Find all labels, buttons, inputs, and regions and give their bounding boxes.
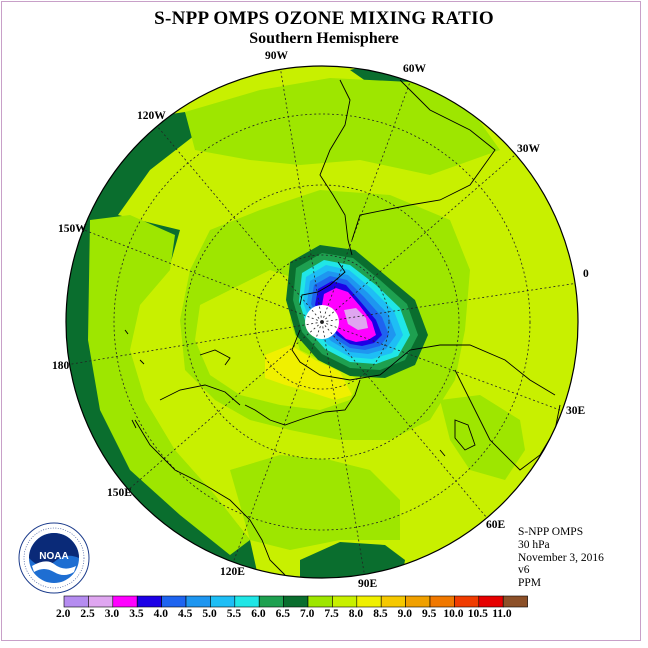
ozone-band-7.0-north bbox=[185, 78, 500, 175]
colorbar-tick-label: 4.0 bbox=[153, 608, 168, 620]
info-version: v6 bbox=[518, 564, 530, 577]
latitude-circles bbox=[113, 113, 531, 531]
info-level: 30 hPa bbox=[518, 538, 550, 551]
figure-frame bbox=[1, 1, 641, 641]
info-units: PPM bbox=[518, 577, 542, 590]
colorbar-tick-label: 8.0 bbox=[348, 608, 364, 620]
colorbar-tick-label: 2.5 bbox=[80, 608, 95, 620]
lon-label-120w: 120W bbox=[137, 110, 166, 122]
coast-south-america-east bbox=[351, 79, 496, 241]
colorbar-tick-label: 5.0 bbox=[202, 608, 217, 620]
ozone-band-6.5-south bbox=[300, 542, 405, 578]
colorbar-tick-label: 6.5 bbox=[275, 608, 290, 620]
map-border bbox=[65, 65, 579, 579]
ozone-band-7.0-south bbox=[230, 455, 400, 550]
lon-label-90w: 90W bbox=[265, 50, 288, 62]
colorbar-tick-label: 8.5 bbox=[373, 608, 388, 620]
coast-islands bbox=[124, 329, 446, 457]
info-instrument: S-NPP OMPS bbox=[518, 526, 584, 538]
coast-australia bbox=[134, 419, 286, 576]
colorbar-tick-label: 2.0 bbox=[56, 608, 71, 620]
lon-label-150w: 150W bbox=[58, 223, 87, 235]
coast-south-america bbox=[319, 79, 353, 256]
ozone-band-7.0-east bbox=[440, 395, 525, 480]
colorbar-tick-label: 4.5 bbox=[178, 608, 193, 620]
coast-antarctica-2 bbox=[244, 379, 361, 426]
lon-label-30e: 30E bbox=[566, 405, 586, 417]
lon-label-120e: 120E bbox=[220, 566, 245, 578]
colorbar-tick-label: 3.5 bbox=[129, 608, 144, 620]
info-block: S-NPP OMPS 30 hPa November 3, 2016 v6 PP… bbox=[518, 526, 604, 590]
colorbar-tick-label: 11.0 bbox=[492, 608, 512, 620]
colorbar-tick-label: 10.5 bbox=[467, 608, 488, 620]
colorbar-tick-label: 7.0 bbox=[300, 608, 315, 620]
vortex-2.5 bbox=[344, 308, 368, 330]
colorbar-tick-label: 9.5 bbox=[422, 608, 437, 620]
noaa-logo-text: NOAA bbox=[39, 551, 68, 562]
chart-subtitle: Southern Hemisphere bbox=[249, 30, 399, 47]
lon-label-60w: 60W bbox=[403, 63, 426, 75]
colorbar-tick-label: 3.0 bbox=[104, 608, 120, 620]
colorbar-tick-label: 7.5 bbox=[324, 608, 339, 620]
coast-australia-2 bbox=[159, 384, 241, 406]
lon-label-60e: 60E bbox=[486, 519, 506, 531]
chart-title: S-NPP OMPS OZONE MIXING RATIO bbox=[154, 8, 494, 29]
info-date: November 3, 2016 bbox=[518, 551, 604, 564]
lon-label-180: 180 bbox=[52, 360, 70, 372]
colorbar-tick-label: 10.0 bbox=[443, 608, 464, 620]
coast-madagascar bbox=[454, 419, 476, 451]
lon-label-150e: 150E bbox=[107, 487, 132, 499]
ozone-band-8.0 bbox=[265, 345, 352, 400]
lon-label-30w: 30W bbox=[517, 143, 540, 155]
longitude-lines bbox=[66, 66, 578, 578]
colorbar-tick-label: 5.5 bbox=[226, 608, 242, 620]
lon-label-90e: 90E bbox=[358, 578, 378, 590]
colorbar-tick-label: 6.0 bbox=[251, 608, 266, 620]
noaa-logo: NOAA bbox=[18, 522, 90, 594]
coast-antarctica bbox=[291, 329, 556, 396]
lon-label-0: 0 bbox=[583, 268, 589, 280]
colorbar-tick-label: 9.0 bbox=[397, 608, 412, 620]
ozone-band-7.0-west bbox=[88, 215, 250, 555]
coast-new-zealand bbox=[199, 349, 231, 366]
coastlines bbox=[124, 79, 561, 576]
coast-antarctic-peninsula bbox=[299, 261, 346, 306]
